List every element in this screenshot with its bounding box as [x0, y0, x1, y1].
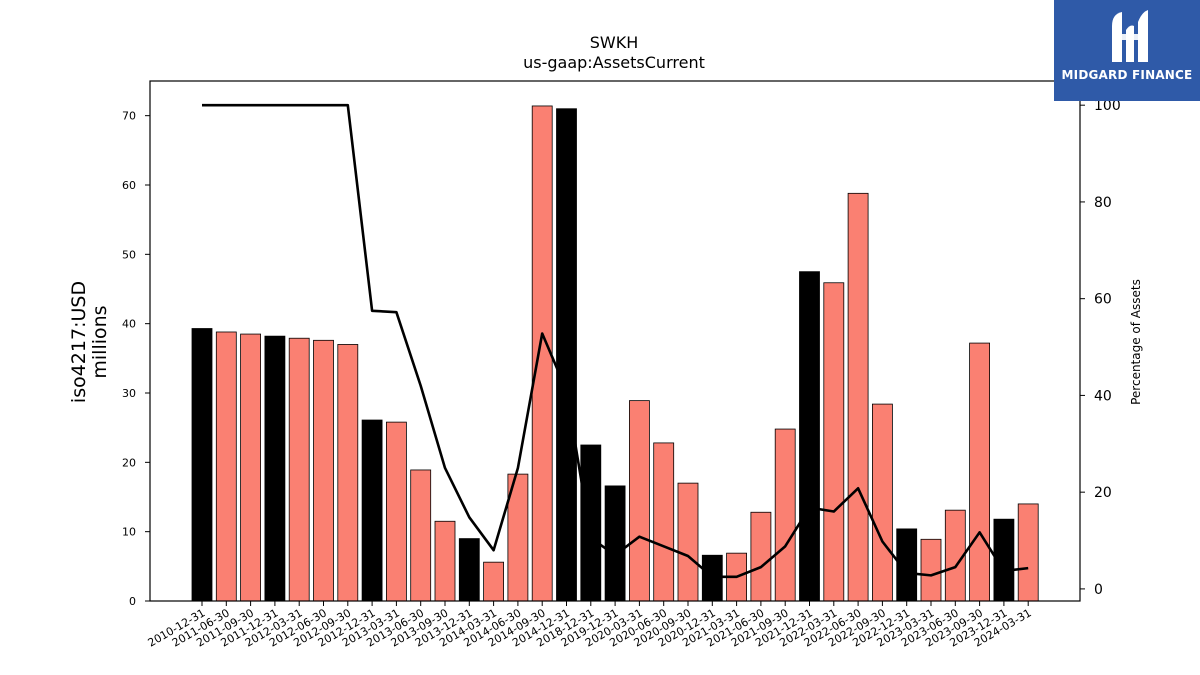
bar: [872, 403, 893, 602]
bar: [604, 485, 626, 602]
bar: [969, 342, 990, 602]
chart-subtitle: us-gaap:AssetsCurrent: [523, 53, 705, 72]
chart-title: SWKH: [589, 33, 639, 52]
bar: [434, 520, 456, 602]
bar: [1017, 503, 1039, 602]
bar: [191, 328, 213, 602]
y-right-tick-label: 60: [1094, 292, 1112, 308]
y-right-tick-label: 0: [1094, 582, 1103, 598]
y-axis-label-left: iso4217:USD millions: [68, 280, 111, 404]
y-tick-label: 60: [122, 179, 136, 192]
bar: [799, 271, 820, 602]
bar: [677, 482, 699, 602]
y-tick-label: 10: [122, 526, 136, 539]
bar: [215, 331, 237, 602]
bar: [264, 335, 286, 602]
bar: [920, 538, 942, 602]
bar: [410, 469, 432, 602]
bar: [774, 428, 796, 602]
bar: [483, 561, 505, 602]
y-tick-label: 30: [122, 387, 136, 400]
y-right-tick-label: 100: [1094, 98, 1121, 114]
bar: [458, 538, 480, 602]
brand-name: MIDGARD FINANCE: [1061, 68, 1193, 82]
y-axis-label-right: Percentage of Assets: [1129, 279, 1143, 405]
bar: [629, 400, 650, 602]
bar: [556, 108, 577, 602]
bar: [385, 421, 407, 602]
y-tick-label: 0: [129, 595, 136, 608]
bar: [653, 442, 675, 602]
y-right-tick-label: 80: [1094, 195, 1112, 211]
bar: [701, 554, 723, 602]
y-right-tick-label: 20: [1094, 485, 1112, 501]
bar: [750, 511, 772, 602]
series-line: [202, 103, 1029, 579]
bar: [531, 105, 553, 602]
bar: [337, 344, 359, 602]
y-tick-label: 70: [122, 110, 136, 123]
bar: [240, 333, 262, 602]
bar: [288, 337, 310, 602]
y-right-tick-label: 40: [1094, 388, 1112, 404]
midgard-logo-icon: [1112, 10, 1148, 62]
bar: [580, 444, 602, 602]
y-tick-label: 50: [122, 248, 136, 261]
brand-logo: MIDGARD FINANCE: [1054, 0, 1200, 101]
bar: [313, 339, 334, 602]
y-tick-label: 20: [122, 456, 136, 469]
bar: [823, 282, 845, 602]
y-tick-label: 40: [122, 318, 136, 331]
bar: [361, 419, 383, 602]
bar: [847, 192, 869, 602]
